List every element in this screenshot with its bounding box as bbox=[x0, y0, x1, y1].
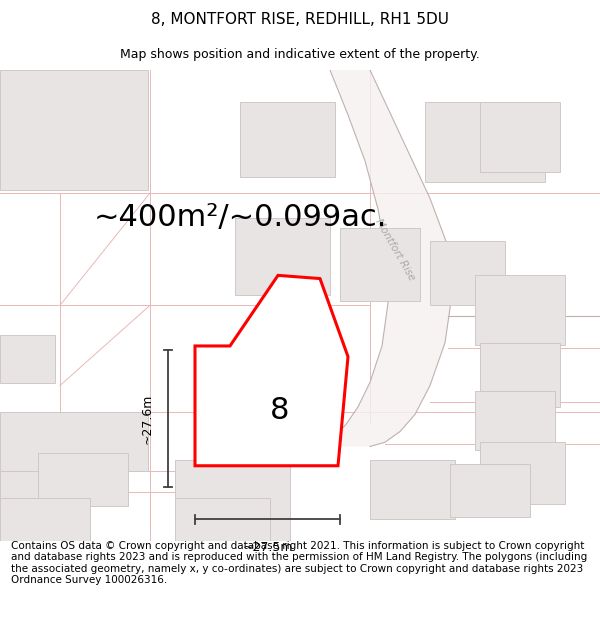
Bar bbox=[0, 70, 148, 190]
Bar bbox=[0, 335, 55, 383]
Bar bbox=[240, 102, 335, 177]
Bar bbox=[0, 498, 90, 541]
Bar bbox=[480, 102, 560, 172]
Bar bbox=[480, 442, 565, 504]
Bar bbox=[450, 464, 530, 517]
Bar bbox=[475, 391, 555, 450]
Text: ~27.6m: ~27.6m bbox=[141, 394, 154, 444]
Bar bbox=[475, 276, 565, 345]
Text: ~400m²/~0.099ac.: ~400m²/~0.099ac. bbox=[94, 203, 386, 232]
Text: Map shows position and indicative extent of the property.: Map shows position and indicative extent… bbox=[120, 48, 480, 61]
Text: 8: 8 bbox=[270, 396, 290, 424]
Bar bbox=[235, 217, 330, 294]
Text: Contains OS data © Crown copyright and database right 2021. This information is : Contains OS data © Crown copyright and d… bbox=[11, 541, 587, 586]
Bar bbox=[430, 241, 505, 305]
Polygon shape bbox=[195, 276, 348, 466]
Bar bbox=[425, 102, 545, 182]
Bar bbox=[38, 453, 128, 506]
Text: ~27.5m: ~27.5m bbox=[243, 541, 293, 554]
Bar bbox=[480, 342, 560, 407]
Text: Montfort Rise: Montfort Rise bbox=[373, 217, 417, 282]
Bar bbox=[175, 498, 270, 541]
Bar bbox=[175, 461, 290, 541]
Bar bbox=[0, 471, 90, 541]
Text: 8, MONTFORT RISE, REDHILL, RH1 5DU: 8, MONTFORT RISE, REDHILL, RH1 5DU bbox=[151, 12, 449, 27]
Bar bbox=[0, 412, 148, 471]
Polygon shape bbox=[330, 70, 452, 446]
Bar bbox=[340, 228, 420, 301]
Bar bbox=[370, 461, 455, 519]
Bar bbox=[230, 357, 338, 464]
